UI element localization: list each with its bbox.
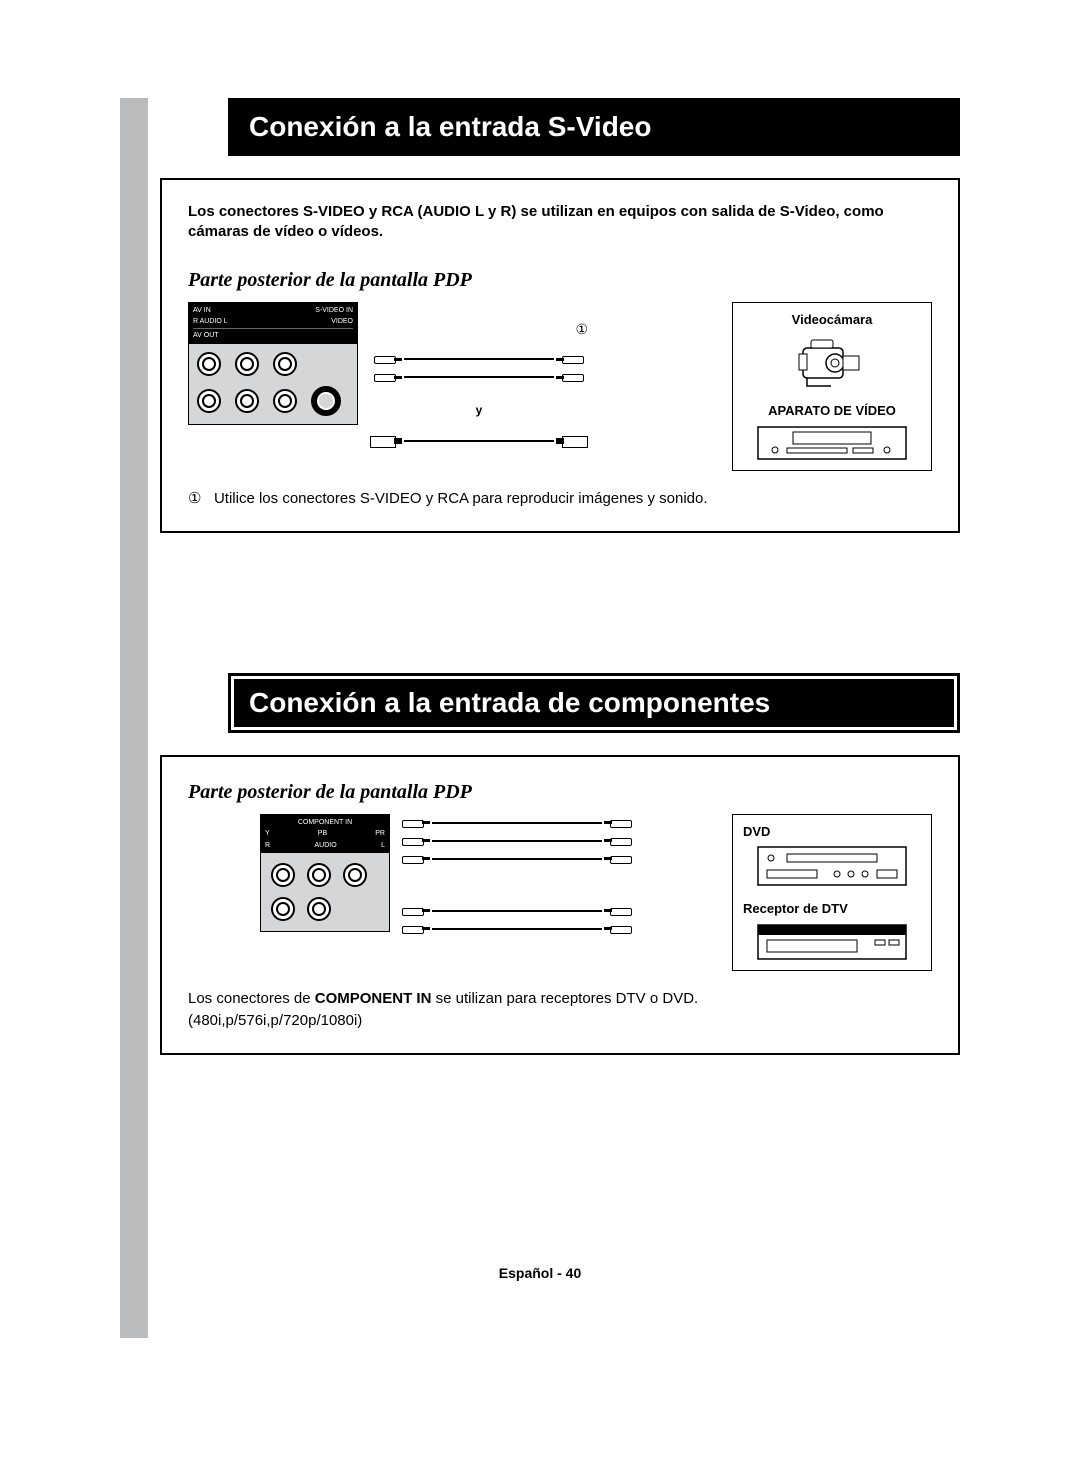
rca-jack-icon <box>273 352 297 376</box>
note-text: Utilice los conectores S-VIDEO y RCA par… <box>214 490 708 507</box>
panel-label: AUDIO <box>200 318 222 325</box>
note-number: ① <box>188 490 201 507</box>
rca-plug-icon <box>402 836 432 846</box>
device-box-svideo: Videocámara APARATO DE VÍDEO <box>732 302 932 471</box>
rca-jack-icon <box>235 352 259 376</box>
device-box-component: DVD Receptor de DTV <box>732 814 932 971</box>
rca-plug-icon <box>402 924 432 934</box>
note-text: Los conectores de <box>188 990 315 1007</box>
panel-label: AV OUT <box>193 331 219 340</box>
dvd-player-icon <box>757 846 907 886</box>
rca-jack-icon <box>273 389 297 413</box>
section2-note-line2: (480i,p/576i,p/720p/1080i) <box>188 1011 932 1031</box>
rca-jack-icon <box>343 863 367 887</box>
step-number-1: ① <box>575 320 588 339</box>
section2-note-line1: Los conectores de COMPONENT IN se utiliz… <box>188 989 932 1009</box>
section1-box: Los conectores S-VIDEO y RCA (AUDIO L y … <box>160 178 960 533</box>
section1-subhead: Parte posterior de la pantalla PDP <box>188 267 932 294</box>
page-content: Conexión a la entrada S-Video Los conect… <box>120 98 960 1055</box>
rca-jack-icon <box>307 897 331 921</box>
panel-label: PB <box>318 829 327 838</box>
rca-plug-icon <box>602 854 632 864</box>
section1-intro: Los conectores S-VIDEO y RCA (AUDIO L y … <box>188 202 932 243</box>
section2-box: Parte posterior de la pantalla PDP COMPO… <box>160 755 960 1056</box>
panel-label: PR <box>375 829 385 838</box>
section2-diagram: COMPONENT IN Y PB PR R AUDIO L <box>188 814 932 971</box>
panel-label: L <box>381 841 385 850</box>
svideo-plug-icon <box>554 435 588 447</box>
rca-plug-icon <box>402 906 432 916</box>
svideo-jack-icon <box>311 386 341 416</box>
camcorder-label: Videocámara <box>743 311 921 329</box>
rca-jack-icon <box>307 863 331 887</box>
rca-plug-icon <box>602 818 632 828</box>
pdp-rear-panel-component: COMPONENT IN Y PB PR R AUDIO L <box>260 814 390 932</box>
panel-label: Y <box>265 829 270 838</box>
section1-note: ① Utilice los conectores S-VIDEO y RCA p… <box>188 489 932 509</box>
dtv-receiver-icon <box>757 924 907 960</box>
rca-plug-icon <box>374 354 404 364</box>
y-label: y <box>476 402 483 418</box>
cable-diagram-component <box>402 814 632 934</box>
rca-jack-icon <box>235 389 259 413</box>
page-footer: Español - 40 <box>0 1265 1080 1281</box>
rca-plug-icon <box>402 854 432 864</box>
section2-subhead: Parte posterior de la pantalla PDP <box>188 779 932 806</box>
rca-plug-icon <box>602 836 632 846</box>
dvd-label: DVD <box>743 823 921 841</box>
panel-label: R <box>265 841 270 850</box>
camcorder-icon <box>797 334 867 390</box>
panel-label: L <box>224 318 228 325</box>
cable-diagram: ① y <box>370 302 588 447</box>
rca-jack-icon <box>197 389 221 413</box>
vcr-icon <box>757 426 907 460</box>
panel-label: AV IN <box>193 306 211 315</box>
rca-jack-icon <box>197 352 221 376</box>
section1-diagram: AV IN S-VIDEO IN R AUDIO L VIDEO AV OUT <box>188 302 932 471</box>
rca-jack-icon <box>271 897 295 921</box>
rca-plug-icon <box>374 372 404 382</box>
rca-plug-icon <box>554 354 584 364</box>
panel-label: COMPONENT IN <box>298 818 352 827</box>
note-text: se utilizan para receptores DTV o DVD. <box>431 990 698 1007</box>
vcr-label: APARATO DE VÍDEO <box>743 402 921 420</box>
panel-label: VIDEO <box>331 317 353 326</box>
dtv-receiver-label: Receptor de DTV <box>743 900 921 918</box>
section2-title: Conexión a la entrada de componentes <box>234 679 954 727</box>
section1-title: Conexión a la entrada S-Video <box>228 98 960 156</box>
rca-plug-icon <box>554 372 584 382</box>
pdp-rear-panel-svideo: AV IN S-VIDEO IN R AUDIO L VIDEO AV OUT <box>188 302 358 425</box>
rca-plug-icon <box>602 924 632 934</box>
rca-plug-icon <box>602 906 632 916</box>
svideo-plug-icon <box>370 435 404 447</box>
section2-title-wrap: Conexión a la entrada de componentes <box>228 673 960 733</box>
note-bold: COMPONENT IN <box>315 990 432 1007</box>
panel-label: R <box>193 318 198 325</box>
panel-label: AUDIO <box>314 841 336 850</box>
rca-jack-icon <box>271 863 295 887</box>
panel-label: S-VIDEO IN <box>315 306 353 315</box>
rca-plug-icon <box>402 818 432 828</box>
